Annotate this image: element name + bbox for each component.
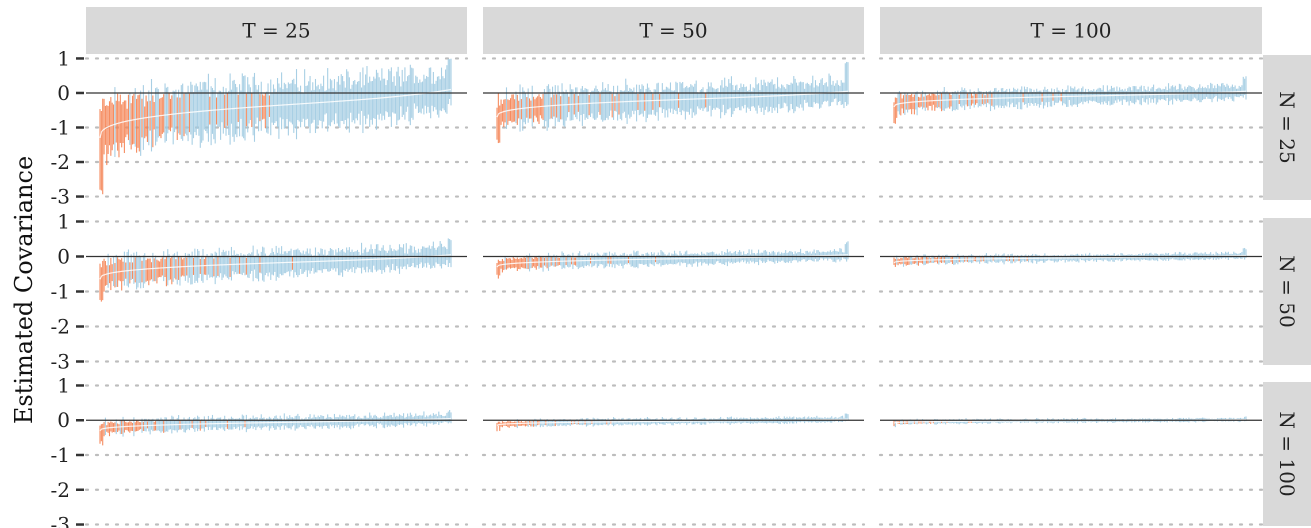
facet-panel [878,57,1264,198]
y-tick-label: 0 [57,81,70,105]
y-tick-label: 1 [57,210,70,234]
col-strip [880,7,1262,54]
y-tick-label: -3 [51,513,70,528]
point-estimate-line [99,254,452,280]
facet-panel [84,220,469,363]
y-tick-label: -2 [51,478,70,502]
y-tick-label: 0 [57,408,70,432]
row-strip-label: N = 25 [1275,91,1299,163]
facet-panel [481,57,866,198]
y-tick-label: -1 [51,443,70,467]
facet-panel [481,384,866,526]
point-estimate-line [893,90,1247,108]
facet-panel [878,384,1264,526]
y-axis-label: Estimated Covariance [10,156,38,424]
point-estimate-line [99,88,452,138]
col-strip-label: T = 50 [639,19,707,43]
col-strip [86,7,467,54]
row-strip [1263,218,1311,365]
y-tick-label: 0 [57,245,70,269]
y-tick-label: 1 [57,373,70,397]
facet-panel [84,384,469,526]
col-strip-label: T = 100 [1031,19,1112,43]
row-strip [1263,55,1311,200]
y-tick-label: 1 [57,46,70,70]
y-tick-label: -2 [51,150,70,174]
y-tick-label: -1 [51,280,70,304]
row-strip-label: N = 100 [1275,411,1299,496]
col-strip [483,7,864,54]
row-strip-label: N = 50 [1275,255,1299,327]
facet-panel [481,220,866,363]
row-strip [1263,382,1311,526]
point-estimate-line [496,90,849,118]
facet-panel [84,57,469,198]
col-strip-label: T = 25 [242,19,310,43]
facet-panel [878,220,1264,363]
y-tick-label: -2 [51,315,70,339]
y-tick-label: -3 [51,350,70,374]
y-tick-label: -1 [51,116,70,140]
y-tick-label: -3 [51,185,70,209]
